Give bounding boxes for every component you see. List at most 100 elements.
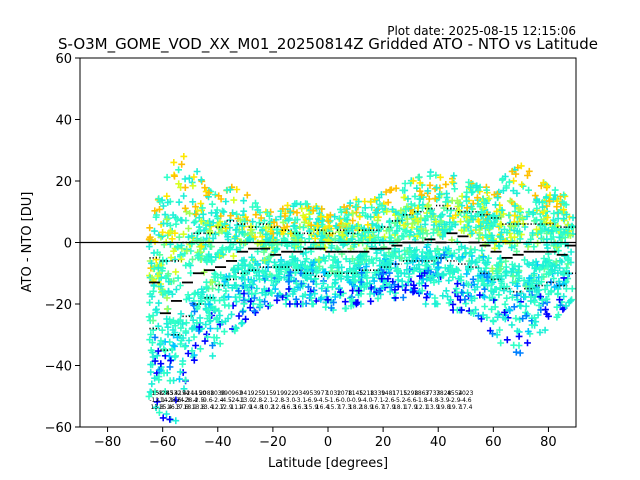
scatter-point — [560, 206, 567, 214]
scatter-point — [533, 226, 540, 233]
scatter-point — [541, 286, 549, 293]
scatter-point — [152, 404, 160, 411]
scatter-point — [568, 222, 576, 230]
scatter-point — [533, 277, 540, 285]
scatter-point — [168, 235, 176, 243]
scatter-point — [385, 226, 393, 234]
scatter-point — [355, 261, 362, 269]
scatter-point — [241, 281, 249, 289]
scatter-point — [541, 326, 549, 334]
scatter-point — [517, 162, 525, 170]
scatter-point — [179, 334, 187, 342]
scatter-point — [225, 302, 233, 310]
scatter-point — [349, 210, 357, 217]
bin-stat-label: -2.4 — [212, 397, 224, 404]
scatter-point — [545, 226, 552, 234]
scatter-point — [502, 182, 510, 190]
scatter-point — [225, 245, 233, 253]
scatter-point — [538, 273, 546, 281]
scatter-point — [493, 331, 501, 339]
scatter-point — [301, 262, 309, 270]
scatter-point — [175, 180, 183, 188]
scatter-point — [414, 217, 422, 225]
scatter-point — [264, 263, 272, 271]
scatter-point — [146, 299, 154, 306]
x-tick-label: 20 — [375, 435, 392, 450]
scatter-point — [424, 251, 432, 259]
scatter-point — [220, 274, 228, 281]
scatter-point — [251, 307, 258, 315]
scatter-point — [500, 187, 507, 194]
scatter-point — [309, 300, 317, 308]
scatter-point — [220, 296, 228, 304]
scatter-point — [157, 283, 165, 290]
scatter-point — [388, 283, 395, 291]
scatter-point — [568, 285, 576, 293]
scatter-point — [407, 200, 415, 208]
scatter-point — [556, 264, 563, 272]
scatter-point — [208, 200, 216, 208]
bin-stat-label: -1.6 — [328, 397, 340, 404]
scatter-point — [175, 233, 183, 241]
scatter-point — [193, 168, 201, 175]
scatter-point — [375, 288, 383, 295]
scatter-point — [485, 226, 493, 233]
bin-stat-label: -6.9 — [306, 397, 318, 404]
scatter-point — [207, 223, 215, 230]
bin-stat-label: 153 — [151, 390, 163, 397]
scatter-point — [222, 225, 230, 232]
scatter-point — [426, 291, 434, 298]
scatter-point — [286, 300, 294, 308]
scatter-point — [425, 201, 432, 209]
scatter-point — [266, 301, 274, 309]
scatter-point — [309, 207, 317, 214]
scatter-point — [254, 261, 261, 269]
scatter-point — [320, 280, 327, 287]
scatter-point — [337, 216, 344, 223]
bin-stat-label: 1867 — [414, 390, 429, 397]
scatter-point — [426, 172, 434, 180]
scatter-point — [306, 291, 314, 299]
scatter-point — [550, 275, 557, 282]
scatter-point — [515, 272, 523, 280]
scatter-point — [513, 327, 521, 335]
scatter-point — [203, 258, 211, 266]
scatter-point — [179, 320, 187, 328]
scatter-point — [337, 288, 344, 296]
scatter-point — [324, 217, 332, 225]
scatter-point — [151, 238, 159, 245]
chart-title: S-O3M_GOME_VOD_XX_M01_20250814Z Gridded … — [58, 35, 598, 54]
scatter-point — [384, 275, 392, 283]
scatter-point — [453, 289, 461, 296]
scatter-point — [528, 282, 536, 290]
scatter-point — [368, 204, 376, 211]
scatter-point — [484, 259, 492, 266]
bin-stat-label: 19.7 — [448, 404, 462, 411]
scatter-point — [148, 274, 156, 282]
scatter-point — [439, 233, 447, 240]
scatter-point — [379, 282, 387, 290]
scatter-point — [551, 219, 559, 226]
scatter-point — [302, 249, 310, 256]
scatter-point — [199, 204, 206, 212]
scatter-point — [495, 274, 503, 282]
scatter-point — [303, 200, 311, 208]
bin-stat-label: 4283 — [158, 390, 173, 397]
bin-stat-label: 915 — [262, 390, 274, 397]
scatter-point — [247, 297, 255, 305]
scatter-point — [158, 326, 166, 334]
scatter-point — [449, 301, 457, 308]
bin-stat-label: 18.2 — [349, 404, 363, 411]
scatter-point — [245, 287, 253, 294]
scatter-point — [397, 207, 405, 214]
scatter-point — [163, 320, 171, 328]
scatter-point — [182, 376, 189, 384]
scatter-point — [146, 224, 154, 232]
scatter-point — [464, 289, 471, 297]
scatter-point — [268, 272, 276, 280]
scatter-point — [515, 205, 523, 213]
scatter-point — [185, 260, 193, 268]
scatter-point — [541, 207, 548, 215]
scatter-point — [529, 261, 536, 269]
bin-stat-label: -2.8 — [273, 397, 285, 404]
